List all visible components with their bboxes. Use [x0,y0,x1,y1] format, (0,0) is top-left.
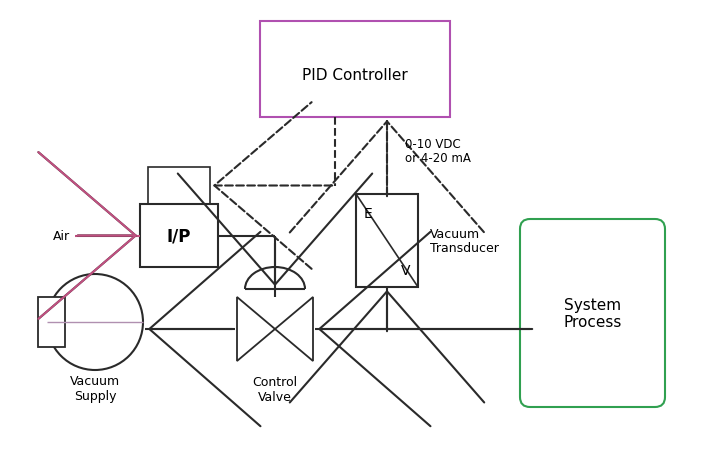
Bar [260,22,450,118]
Bar [38,297,65,347]
Text: Air: Air [53,230,70,242]
Bar [356,195,418,287]
Text: Control
Valve: Control Valve [252,375,297,403]
Polygon shape [275,297,313,361]
Polygon shape [237,297,275,361]
Text: Vacuum
Supply: Vacuum Supply [70,374,120,402]
Text: System
Process: System Process [564,297,622,330]
Text: Vacuum
Transducer: Vacuum Transducer [430,227,499,255]
Text: PID Controller: PID Controller [302,67,408,82]
Bar [140,205,218,268]
Bar [148,168,210,205]
Text: 0-10 VDC
or 4-20 mA: 0-10 VDC or 4-20 mA [405,137,471,165]
Text: V: V [400,263,410,277]
Circle shape [47,274,143,370]
FancyBboxPatch shape [520,219,665,407]
Text: I/P: I/P [167,227,191,245]
Text: E: E [364,207,373,220]
